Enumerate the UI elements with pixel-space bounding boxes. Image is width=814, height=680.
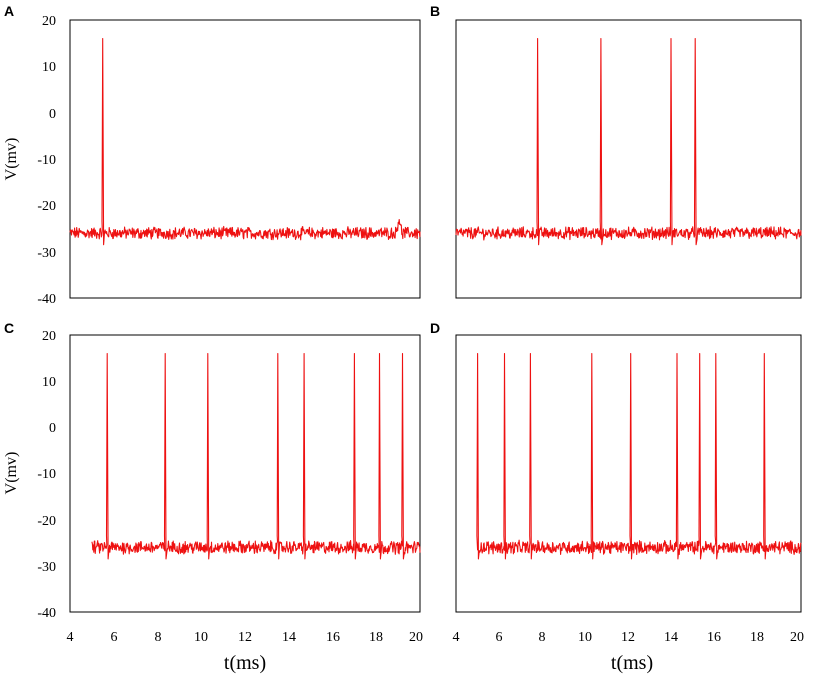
- panel-c-y-tick-label: -10: [37, 467, 56, 482]
- panel-b-voltage-trace: [455, 37, 802, 246]
- panel-d-x-tick-label: 8: [539, 630, 546, 645]
- panel-c-y-tick-label: -20: [37, 514, 56, 529]
- panel-d-x-tick-label: 20: [790, 630, 804, 645]
- panel-c-x-ticks: 4 6 8 10 12 14 16 18 20: [67, 630, 424, 645]
- panel-a-y-tick-label: -10: [37, 153, 56, 168]
- panel-letter-c: C: [4, 320, 14, 336]
- panel-c-y-tick-label: -30: [37, 560, 56, 575]
- panel-letter-a: A: [4, 3, 14, 19]
- panel-c-voltage-trace: [91, 352, 421, 560]
- panel-d-x-tick-label: 18: [750, 630, 764, 645]
- panel-c-y-ticks: 20 10 0 -10 -20 -30 -40: [37, 329, 56, 621]
- panel-a-y-tick-label: -20: [37, 199, 56, 214]
- panel-c-y-axis-title: V(mv): [3, 452, 20, 495]
- panel-c-y-tick-label: 10: [42, 375, 56, 390]
- panel-c-x-tick-label: 4: [67, 630, 74, 645]
- panel-a-voltage-trace: [69, 37, 421, 246]
- panel-c-x-tick-label: 18: [369, 630, 383, 645]
- panel-a-y-axis-title: V(mv): [3, 138, 20, 181]
- panel-c-frame: [69, 334, 421, 613]
- panel-a-y-tick-label: 10: [42, 60, 56, 75]
- panel-c-x-tick-label: 10: [194, 630, 208, 645]
- panel-b-frame: [455, 19, 802, 299]
- panel-d-x-tick-label: 6: [496, 630, 503, 645]
- panel-c-x-axis-title: t(ms): [224, 652, 266, 674]
- panel-d-x-tick-label: 16: [707, 630, 721, 645]
- panel-c-x-tick-label: 16: [326, 630, 340, 645]
- panel-a-y-tick-label: -30: [37, 246, 56, 261]
- panel-a-y-tick-label: -40: [37, 292, 56, 307]
- panel-d-x-axis-title: t(ms): [611, 652, 653, 674]
- panel-d-voltage-trace: [476, 352, 802, 560]
- panel-c-y-tick-label: 0: [49, 421, 56, 436]
- panel-d-frame: [455, 334, 802, 613]
- panel-c-x-tick-label: 20: [409, 630, 423, 645]
- panel-d-x-tick-label: 10: [578, 630, 592, 645]
- panel-d-x-tick-label: 12: [621, 630, 635, 645]
- panel-d-x-tick-label: 4: [453, 630, 460, 645]
- panel-a-frame: [69, 19, 421, 299]
- panel-b: B: [430, 3, 802, 299]
- panel-a-y-tick-label: 0: [49, 107, 56, 122]
- panel-d: D 4 6 8 10 12 14 16 18 20 t(ms): [430, 320, 804, 674]
- panel-c: C 20 10 0 -10 -20 -30 -40 4 6 8 10 12 14…: [3, 320, 423, 674]
- panel-c-y-tick-label: -40: [37, 606, 56, 621]
- panel-a-y-tick-label: 20: [42, 14, 56, 29]
- panel-a: A 20 10 0 -10 -20 -30 -40 V(mv): [3, 3, 421, 307]
- panel-d-x-ticks: 4 6 8 10 12 14 16 18 20: [453, 630, 805, 645]
- panel-c-x-tick-label: 6: [111, 630, 118, 645]
- panel-letter-b: B: [430, 3, 440, 19]
- panel-c-x-tick-label: 12: [238, 630, 252, 645]
- panel-d-x-tick-label: 14: [664, 630, 678, 645]
- panel-letter-d: D: [430, 320, 440, 336]
- panel-c-x-tick-label: 8: [155, 630, 162, 645]
- panel-c-y-tick-label: 20: [42, 329, 56, 344]
- panel-c-x-tick-label: 14: [282, 630, 296, 645]
- panel-a-y-ticks: 20 10 0 -10 -20 -30 -40: [37, 14, 56, 307]
